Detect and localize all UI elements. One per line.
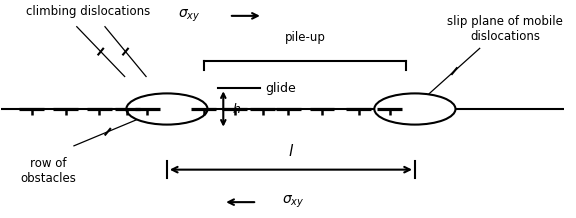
Text: climbing dislocations: climbing dislocations <box>26 5 150 18</box>
Text: $\sigma_{xy}$: $\sigma_{xy}$ <box>282 194 305 210</box>
Circle shape <box>126 93 207 125</box>
Circle shape <box>374 93 456 125</box>
Text: slip plane of mobile
dislocations: slip plane of mobile dislocations <box>447 15 563 43</box>
Text: $\sigma_{xy}$: $\sigma_{xy}$ <box>179 8 201 24</box>
Text: row of
obstacles: row of obstacles <box>21 157 77 185</box>
Text: $l$: $l$ <box>288 143 294 159</box>
Text: pile-up: pile-up <box>285 31 325 44</box>
Text: glide: glide <box>266 82 296 95</box>
Text: $h$: $h$ <box>232 102 241 116</box>
